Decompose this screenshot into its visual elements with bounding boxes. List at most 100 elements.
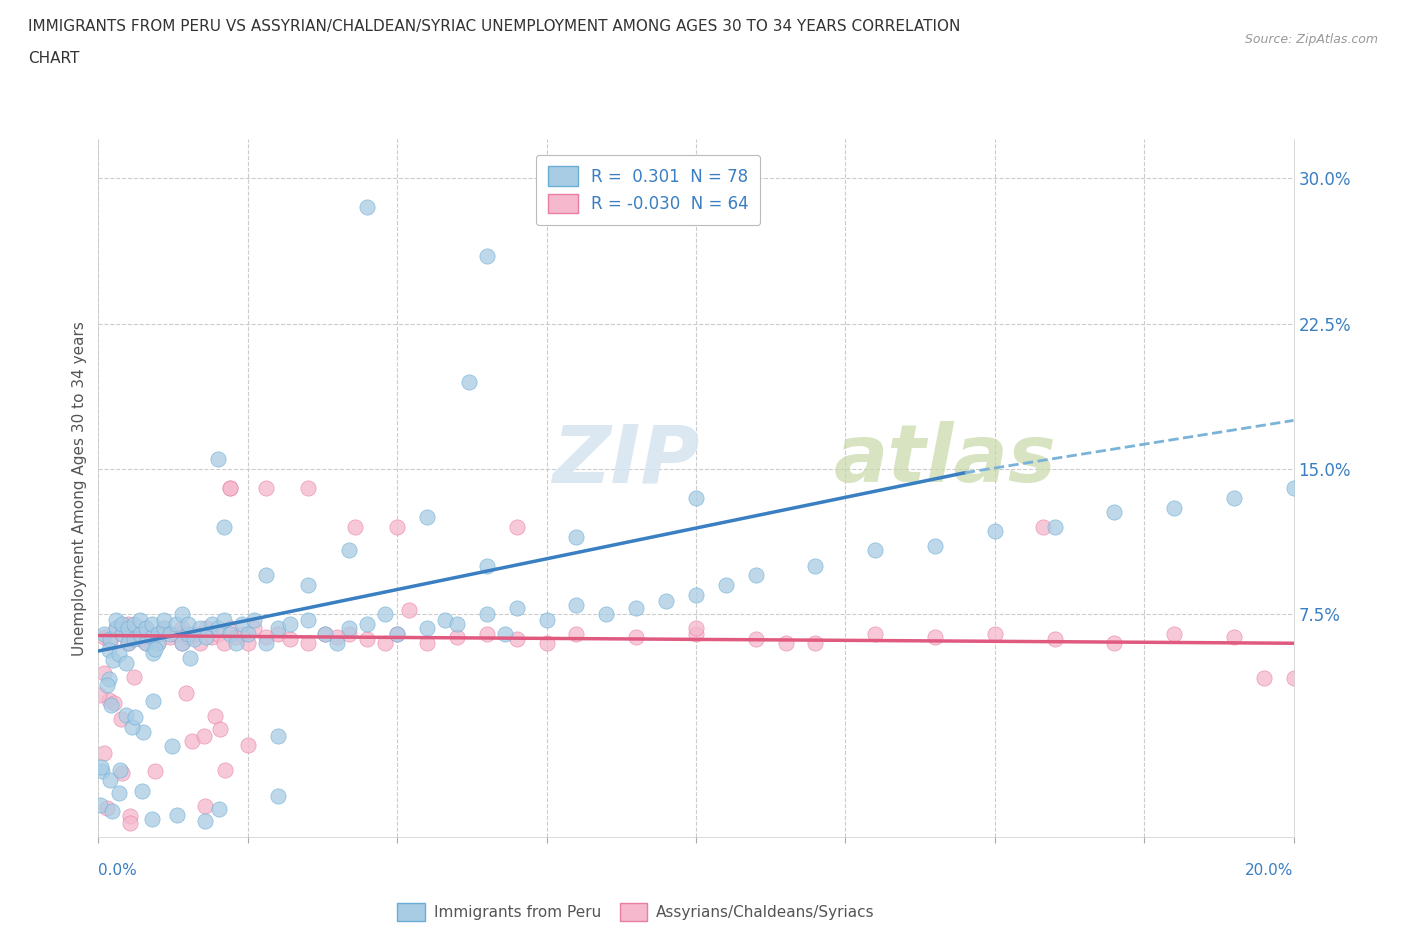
Point bbox=[344, 520, 367, 535]
Point bbox=[1032, 520, 1054, 535]
Point bbox=[148, 636, 170, 651]
Point bbox=[315, 626, 337, 641]
Point bbox=[93, 630, 115, 644]
Point bbox=[254, 636, 277, 651]
Point bbox=[148, 626, 170, 641]
Point bbox=[110, 711, 132, 726]
Point bbox=[103, 696, 125, 711]
Point bbox=[165, 617, 187, 631]
Point bbox=[745, 568, 768, 583]
Point bbox=[141, 630, 163, 644]
Point bbox=[326, 630, 349, 644]
Point bbox=[254, 481, 277, 496]
Point bbox=[983, 626, 1005, 641]
Point bbox=[105, 613, 128, 628]
Point bbox=[775, 636, 797, 651]
Point bbox=[93, 626, 115, 641]
Point bbox=[115, 708, 138, 723]
Point bbox=[1104, 636, 1126, 651]
Text: 0.0%: 0.0% bbox=[98, 863, 138, 878]
Point bbox=[172, 636, 194, 651]
Point bbox=[194, 630, 218, 644]
Point bbox=[176, 685, 198, 700]
Point bbox=[135, 620, 157, 635]
Point bbox=[243, 620, 266, 635]
Legend: Immigrants from Peru, Assyrians/Chaldeans/Syriacs: Immigrants from Peru, Assyrians/Chaldean… bbox=[391, 897, 882, 927]
Point bbox=[267, 729, 290, 744]
Point bbox=[745, 632, 768, 647]
Point bbox=[101, 653, 124, 668]
Point bbox=[90, 760, 112, 775]
Point bbox=[374, 606, 396, 621]
Point bbox=[100, 698, 122, 712]
Point bbox=[207, 802, 229, 817]
Point bbox=[172, 636, 194, 651]
Point bbox=[177, 630, 200, 644]
Point bbox=[87, 687, 110, 702]
Point bbox=[339, 626, 360, 641]
Point bbox=[714, 578, 737, 592]
Point bbox=[685, 490, 707, 505]
Point bbox=[1223, 490, 1246, 505]
Point bbox=[297, 613, 319, 628]
Point bbox=[212, 613, 235, 628]
Text: Source: ZipAtlas.com: Source: ZipAtlas.com bbox=[1244, 33, 1378, 46]
Point bbox=[111, 765, 134, 780]
Point bbox=[183, 632, 205, 647]
Point bbox=[194, 620, 218, 635]
Point bbox=[416, 636, 439, 651]
Point bbox=[231, 617, 253, 631]
Point bbox=[624, 630, 647, 644]
Point bbox=[108, 786, 131, 801]
Point bbox=[135, 636, 157, 651]
Point bbox=[96, 677, 118, 692]
Point bbox=[254, 630, 277, 644]
Point bbox=[159, 626, 181, 641]
Point bbox=[236, 626, 259, 641]
Point bbox=[120, 809, 142, 824]
Point bbox=[506, 632, 529, 647]
Point bbox=[114, 655, 136, 670]
Point bbox=[536, 636, 558, 651]
Point bbox=[108, 647, 131, 662]
Point bbox=[193, 729, 215, 744]
Point bbox=[1104, 504, 1126, 519]
Point bbox=[685, 588, 707, 603]
Point bbox=[924, 539, 946, 554]
Point bbox=[1163, 626, 1185, 641]
Point bbox=[177, 626, 200, 641]
Point bbox=[315, 626, 337, 641]
Point bbox=[219, 626, 242, 641]
Point bbox=[111, 626, 134, 641]
Point bbox=[1282, 671, 1305, 685]
Text: CHART: CHART bbox=[28, 51, 80, 66]
Point bbox=[297, 578, 319, 592]
Point bbox=[804, 636, 827, 651]
Point bbox=[141, 812, 163, 827]
Point bbox=[160, 738, 183, 753]
Point bbox=[135, 620, 157, 635]
Text: atlas: atlas bbox=[834, 421, 1056, 499]
Point bbox=[339, 543, 360, 558]
Point bbox=[326, 636, 349, 651]
Point bbox=[219, 620, 242, 635]
Point bbox=[165, 626, 187, 641]
Point bbox=[91, 764, 114, 778]
Point bbox=[865, 543, 887, 558]
Point bbox=[207, 452, 229, 467]
Y-axis label: Unemployment Among Ages 30 to 34 years: Unemployment Among Ages 30 to 34 years bbox=[72, 321, 87, 656]
Point bbox=[475, 626, 498, 641]
Point bbox=[804, 558, 827, 573]
Point bbox=[179, 650, 201, 665]
Point bbox=[267, 626, 290, 641]
Point bbox=[172, 620, 194, 635]
Point bbox=[1223, 630, 1246, 644]
Point bbox=[356, 617, 378, 631]
Point bbox=[494, 626, 516, 641]
Point bbox=[108, 763, 131, 777]
Point bbox=[181, 734, 204, 749]
Point bbox=[143, 642, 166, 657]
Point bbox=[267, 620, 290, 635]
Point bbox=[506, 601, 529, 616]
Point bbox=[143, 764, 166, 778]
